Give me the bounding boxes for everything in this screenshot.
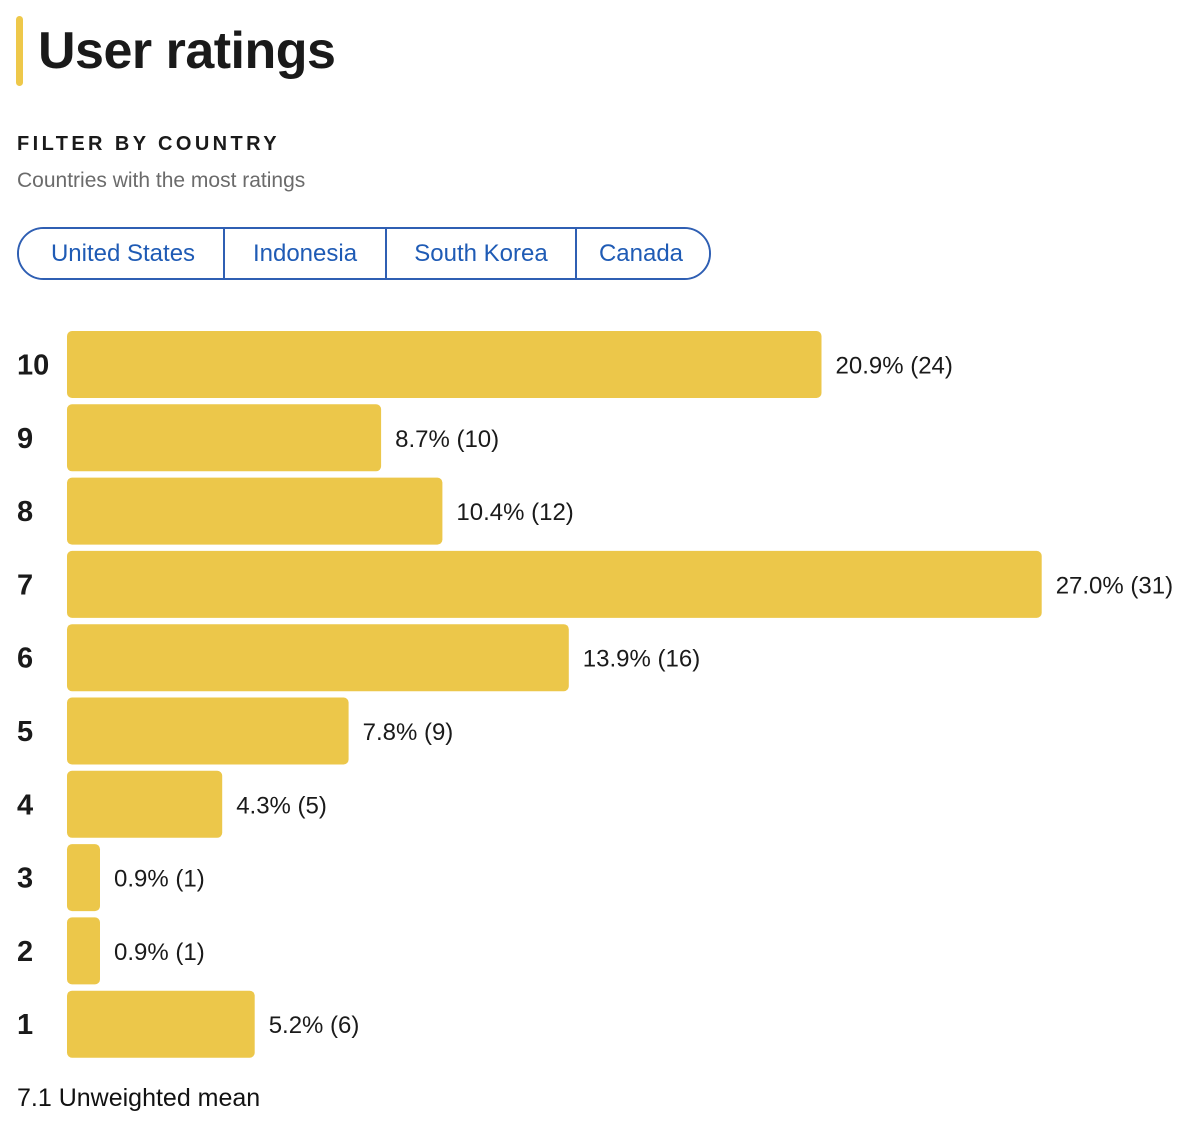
value-label-5: 7.8% (9)	[363, 719, 454, 746]
value-label-9: 8.7% (10)	[395, 426, 499, 453]
rating-label-10: 10	[17, 350, 49, 382]
section-header: User ratings	[16, 16, 336, 86]
country-filter: United States Indonesia South Korea Cana…	[17, 227, 711, 280]
filter-subtitle: Countries with the most ratings	[17, 169, 306, 192]
value-label-6: 13.9% (16)	[583, 646, 700, 673]
bar-rating-5	[67, 697, 349, 765]
bar-rating-8	[67, 477, 443, 545]
rating-label-8: 8	[17, 496, 33, 528]
value-label-8: 10.4% (12)	[456, 499, 573, 526]
bar-rating-3	[67, 844, 100, 912]
page-title: User ratings	[38, 22, 336, 80]
bar-rating-7	[67, 550, 1042, 618]
country-option-indonesia[interactable]: Indonesia	[223, 229, 385, 278]
country-option-canada[interactable]: Canada	[575, 229, 709, 278]
bar-rating-4	[67, 770, 223, 838]
value-label-3: 0.9% (1)	[114, 866, 205, 893]
rating-label-4: 4	[17, 789, 33, 821]
bar-rating-9	[67, 404, 382, 472]
value-label-7: 27.0% (31)	[1056, 572, 1173, 599]
rating-label-3: 3	[17, 863, 33, 895]
ratings-chart: 10 20.9% (24) 9 8.7% (10) 8 10.4% (12) 7 27.0% …	[17, 331, 1173, 1058]
value-label-2: 0.9% (1)	[114, 939, 205, 966]
rating-label-6: 6	[17, 643, 33, 675]
bar-rating-2	[67, 917, 100, 985]
bar-rating-1	[67, 990, 255, 1058]
unweighted-mean: 7.1 Unweighted mean	[17, 1084, 261, 1112]
filter-heading: FILTER BY COUNTRY	[17, 133, 280, 155]
value-label-10: 20.9% (24)	[836, 353, 953, 380]
bar-rating-10	[67, 331, 822, 398]
rating-label-7: 7	[17, 569, 33, 601]
country-option-united-states[interactable]: United States	[19, 229, 223, 278]
country-option-south-korea[interactable]: South Korea	[385, 229, 575, 278]
value-label-4: 4.3% (5)	[236, 792, 327, 819]
title-accent-bar	[16, 16, 23, 86]
bar-rating-6	[67, 624, 569, 692]
rating-label-5: 5	[17, 716, 33, 748]
rating-label-2: 2	[17, 936, 33, 968]
rating-label-9: 9	[17, 423, 33, 455]
rating-label-1: 1	[17, 1009, 33, 1041]
value-label-1: 5.2% (6)	[269, 1012, 360, 1039]
